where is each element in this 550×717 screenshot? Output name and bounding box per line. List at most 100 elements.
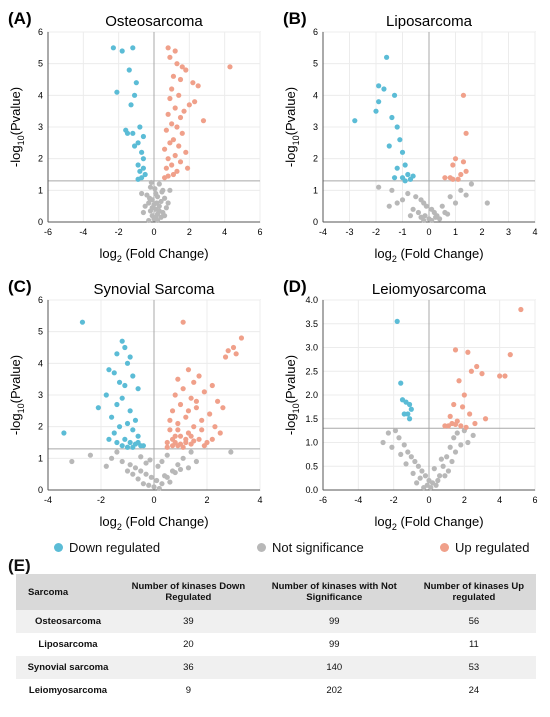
- table-cell: 53: [411, 656, 536, 679]
- point-up-regulated: [167, 427, 173, 433]
- point-up-regulated: [238, 335, 245, 341]
- point-not-significant: [437, 473, 443, 479]
- point-up-regulated: [468, 368, 474, 374]
- point-down-regulated: [401, 411, 407, 417]
- point-not-significant: [149, 205, 155, 211]
- point-up-regulated: [193, 405, 199, 411]
- point-not-significant: [143, 471, 149, 477]
- point-up-regulated: [215, 398, 221, 404]
- x-tick-label: 0: [151, 495, 156, 505]
- point-not-significant: [146, 482, 152, 488]
- point-not-significant: [155, 463, 161, 469]
- point-not-significant: [154, 200, 160, 206]
- point-up-regulated: [169, 162, 175, 168]
- point-down-regulated: [391, 92, 398, 98]
- x-tick-label: -2: [372, 227, 380, 237]
- point-not-significant: [389, 187, 395, 193]
- point-up-regulated: [191, 379, 197, 385]
- y-tick-label: 5: [38, 59, 43, 69]
- point-up-regulated: [447, 413, 453, 419]
- point-down-regulated: [110, 45, 116, 51]
- point-up-regulated: [181, 108, 187, 114]
- point-down-regulated: [398, 380, 404, 386]
- point-up-regulated: [209, 436, 215, 442]
- table-cell: 24: [468, 685, 480, 696]
- point-down-regulated: [406, 401, 413, 408]
- point-down-regulated: [127, 354, 133, 360]
- point-not-significant: [148, 474, 154, 480]
- chart-title: Osteosarcoma: [105, 13, 203, 30]
- table-cell: Synovial sarcoma: [16, 656, 120, 679]
- y-tick-label: 3.5: [305, 319, 318, 329]
- point-up-regulated: [172, 152, 178, 159]
- point-down-regulated: [135, 176, 141, 182]
- point-up-regulated: [169, 121, 175, 127]
- point-down-regulated: [122, 382, 128, 389]
- point-up-regulated: [201, 443, 207, 449]
- table-header-cell: Number of kinases Down Regulated: [120, 574, 257, 610]
- point-not-significant: [396, 435, 402, 441]
- chart-title: Liposarcoma: [386, 13, 473, 30]
- point-up-regulated: [193, 398, 199, 404]
- point-down-regulated: [140, 165, 146, 171]
- point-down-regulated: [79, 319, 86, 325]
- table-row: Synovial sarcoma 36 140 53: [16, 656, 536, 679]
- y-tick-label: 4.0: [305, 295, 318, 305]
- point-down-regulated: [137, 168, 143, 174]
- x-tick-label: 6: [532, 495, 537, 505]
- point-down-regulated: [122, 344, 128, 351]
- x-tick-label: 2: [187, 227, 192, 237]
- point-down-regulated: [137, 124, 143, 130]
- point-up-regulated: [217, 430, 223, 436]
- x-tick-label: -4: [354, 495, 362, 505]
- point-up-regulated: [177, 433, 184, 439]
- point-down-regulated: [116, 424, 123, 430]
- point-up-regulated: [176, 143, 182, 149]
- point-not-significant: [440, 463, 446, 469]
- point-down-regulated: [95, 405, 101, 411]
- panel-e-label: (E): [8, 556, 31, 575]
- point-up-regulated: [199, 427, 205, 433]
- point-down-regulated: [124, 360, 131, 366]
- point-down-regulated: [130, 130, 136, 136]
- point-not-significant: [146, 217, 152, 224]
- point-up-regulated: [467, 411, 473, 417]
- x-tick-label: 4: [257, 495, 262, 505]
- table-cell: Osteosarcoma: [16, 610, 120, 633]
- x-tick-label: 6: [257, 227, 262, 237]
- point-up-regulated: [162, 175, 168, 181]
- point-down-regulated: [135, 433, 141, 439]
- point-down-regulated: [373, 108, 379, 114]
- x-tick-label: 2: [462, 495, 467, 505]
- point-not-significant: [405, 449, 411, 455]
- point-up-regulated: [185, 408, 192, 414]
- x-tick-label: 3: [506, 227, 511, 237]
- point-not-significant: [465, 439, 471, 446]
- point-up-regulated: [196, 373, 202, 379]
- legend: Down regulated Not significance Up regul…: [0, 536, 550, 560]
- x-tick-label: 0: [151, 227, 156, 237]
- point-not-significant: [444, 454, 450, 460]
- point-not-significant: [177, 466, 184, 473]
- table-header-cell: Number of kinases with Not Significance: [256, 574, 412, 610]
- point-not-significant: [146, 200, 152, 206]
- point-not-significant: [180, 455, 186, 461]
- point-not-significant: [419, 468, 425, 474]
- point-not-significant: [147, 457, 153, 463]
- point-down-regulated: [119, 395, 125, 401]
- point-down-regulated: [408, 406, 414, 412]
- panel-label: (B): [283, 9, 307, 28]
- table-header-row: Sarcoma Number of kinases Down Regulated…: [16, 574, 536, 610]
- point-not-significant: [188, 449, 194, 455]
- point-down-regulated: [126, 67, 132, 73]
- point-not-significant: [386, 203, 392, 209]
- point-up-regulated: [507, 352, 513, 358]
- point-down-regulated: [106, 436, 112, 442]
- point-up-regulated: [212, 424, 218, 430]
- point-down-regulated: [61, 430, 67, 436]
- point-down-regulated: [133, 80, 139, 86]
- x-tick-label: 1: [453, 227, 458, 237]
- point-up-regulated: [225, 348, 231, 354]
- x-tick-label: -3: [345, 227, 353, 237]
- point-down-regulated: [132, 417, 139, 423]
